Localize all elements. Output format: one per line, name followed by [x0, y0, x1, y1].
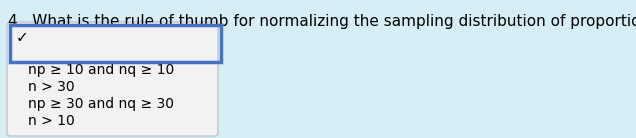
Text: np ≥ 30 and nq ≥ 30: np ≥ 30 and nq ≥ 30 — [28, 97, 174, 111]
FancyBboxPatch shape — [7, 22, 218, 136]
Text: ✓: ✓ — [16, 30, 29, 45]
Text: 4.  What is the rule of thumb for normalizing the sampling distribution of propo: 4. What is the rule of thumb for normali… — [8, 14, 636, 29]
Bar — [10, 25, 221, 62]
Text: np ≥ 10 and nq ≥ 10: np ≥ 10 and nq ≥ 10 — [28, 63, 174, 77]
Text: n > 30: n > 30 — [28, 80, 74, 94]
Text: n > 10: n > 10 — [28, 114, 75, 128]
